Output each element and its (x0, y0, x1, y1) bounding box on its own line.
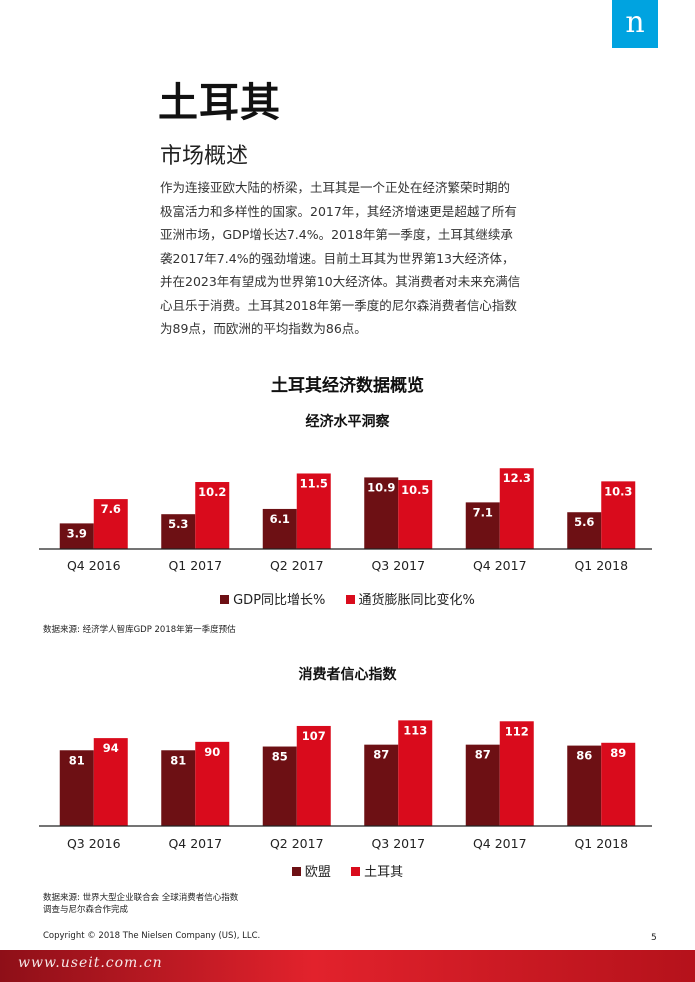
bar-series2 (93, 738, 128, 826)
data-label: 10.5 (401, 483, 429, 497)
legend-item: GDP同比增长% (220, 589, 325, 608)
bar-series2 (499, 721, 534, 826)
data-label: 10.9 (367, 480, 395, 494)
source-line: 数据来源: 经济学人智库GDP 2018年第一季度预估 (43, 625, 236, 635)
bar-series2 (195, 741, 230, 826)
bar-series1 (262, 508, 297, 549)
economy-chart-source: 数据来源: 经济学人智库GDP 2018年第一季度预估 (43, 624, 236, 636)
bar-series2 (398, 720, 433, 826)
data-label: 3.9 (67, 526, 87, 540)
data-label: 90 (204, 745, 220, 759)
page-number: 5 (651, 933, 657, 943)
bar-series2 (398, 480, 433, 549)
data-label: 94 (103, 741, 119, 755)
paragraph-line: 作为连接亚欧大陆的桥梁，土耳其是一个正处在经济繁荣时期的 (160, 180, 511, 195)
bar-series1 (567, 745, 602, 826)
bar-series1 (567, 512, 602, 549)
legend-item: 通货膨胀同比变化% (345, 589, 475, 608)
bar-series1 (161, 514, 196, 549)
bar-series1 (465, 502, 500, 549)
data-label: 10.3 (604, 484, 632, 498)
category-label: Q1 2017 (168, 558, 222, 573)
legend-label: 土耳其 (364, 865, 404, 880)
bar-series2 (601, 481, 636, 549)
bar-series1 (364, 477, 399, 549)
category-label: Q1 2018 (574, 558, 628, 573)
category-label: Q4 2016 (67, 558, 121, 573)
data-label: 12.3 (503, 471, 531, 485)
category-label: Q4 2017 (473, 558, 527, 573)
legend-swatch-inflation (345, 595, 355, 604)
data-label: 5.3 (168, 517, 188, 531)
section-title: 土耳其经济数据概览 (271, 376, 424, 396)
data-label: 11.5 (300, 476, 328, 490)
data-label: 5.6 (574, 515, 594, 529)
footer-band (0, 950, 695, 982)
category-label: Q3 2016 (67, 836, 121, 851)
legend-label: GDP同比增长% (233, 593, 326, 608)
legend-label: 通货膨胀同比变化% (358, 593, 475, 608)
economy-chart-legend: GDP同比增长% 通货膨胀同比变化% (0, 589, 695, 608)
bar-series2 (93, 499, 128, 549)
bar-series1 (59, 750, 94, 826)
chart-title-confidence: 消费者信心指数 (298, 667, 397, 683)
bar-series2 (195, 482, 230, 549)
bar-series2 (296, 725, 331, 826)
data-label: 112 (505, 724, 529, 738)
bar-series2 (499, 468, 534, 549)
data-label: 6.1 (270, 512, 290, 526)
data-label: 81 (170, 753, 186, 767)
watermark: www.useit.com.cn (18, 955, 163, 971)
paragraph-line: 亚洲市场，GDP增长达7.4%。2018年第一季度，土耳其继续承 (160, 227, 513, 242)
data-label: 86 (576, 749, 592, 763)
data-label: 81 (69, 753, 85, 767)
data-label: 7.1 (473, 505, 493, 519)
paragraph-line: 并在2023年有望成为世界第10大经济体。其消费者对未来充满信 (160, 274, 521, 289)
legend-swatch-turkey (351, 867, 361, 876)
nielsen-logo: n (612, 0, 658, 48)
data-label: 10.2 (198, 485, 226, 499)
legend-item: 欧盟 (291, 861, 331, 880)
source-line: 数据来源: 世界大型企业联合会 全球消费者信心指数 (43, 893, 239, 903)
paragraph-line: 心且乐于消费。土耳其2018年第一季度的尼尔森消费者信心指数 (160, 297, 517, 313)
paragraph-line: 极富活力和多样性的国家。2017年，其经济增速更是超越了所有 (160, 203, 517, 219)
legend-swatch-gdp (220, 595, 230, 604)
market-overview-paragraph: 作为连接亚欧大陆的桥梁，土耳其是一个正处在经济繁荣时期的 极富活力和多样性的国家… (160, 176, 565, 341)
copyright: Copyright © 2018 The Nielsen Company (US… (43, 931, 261, 941)
chart-title-economy: 经济水平洞察 (305, 414, 390, 430)
category-label: Q4 2017 (168, 836, 222, 851)
data-label: 87 (373, 748, 389, 762)
legend-label: 欧盟 (304, 865, 331, 880)
data-label: 7.6 (101, 502, 121, 516)
bar-series2 (296, 473, 331, 549)
source-line: 调查与尼尔森合作完成 (43, 905, 129, 915)
legend-swatch-eu (291, 867, 301, 876)
category-label: Q1 2018 (574, 836, 628, 851)
bar-series2 (601, 742, 636, 826)
data-label: 113 (403, 723, 427, 737)
data-label: 107 (302, 729, 326, 743)
category-label: Q2 2017 (270, 558, 324, 573)
category-label: Q2 2017 (270, 836, 324, 851)
bar-series1 (465, 744, 500, 826)
category-label: Q3 2017 (371, 558, 425, 573)
category-label: Q3 2017 (371, 836, 425, 851)
confidence-bar-chart: 81 94 Q3 2016 81 90 Q4 2017 85 107 Q2 2017 87 113 Q… (39, 720, 652, 851)
legend-item: 土耳其 (351, 861, 403, 880)
paragraph-line: 袭2017年7.4%的强劲增速。目前土耳其为世界第13大经济体， (160, 250, 515, 266)
data-label: 85 (272, 750, 288, 764)
bar-series1 (262, 746, 297, 826)
economy-bar-chart: 3.9 7.6 Q4 2016 5.3 10.2 Q1 2017 6.1 11.5 Q2 201… (39, 468, 652, 573)
page-subtitle: 市场概述 (160, 144, 249, 169)
bar-series1 (364, 744, 399, 826)
paragraph-line: 为89点，而欧洲的平均指数为86点。 (160, 321, 367, 336)
page-title: 土耳其 (158, 80, 281, 126)
confidence-chart-legend: 欧盟 土耳其 (0, 861, 695, 880)
confidence-chart-source: 数据来源: 世界大型企业联合会 全球消费者信心指数 调查与尼尔森合作完成 (43, 892, 238, 916)
bar-series1 (161, 750, 196, 826)
category-label: Q4 2017 (473, 836, 527, 851)
data-label: 89 (610, 746, 626, 760)
data-label: 87 (475, 748, 491, 762)
bar-series1 (59, 523, 94, 549)
